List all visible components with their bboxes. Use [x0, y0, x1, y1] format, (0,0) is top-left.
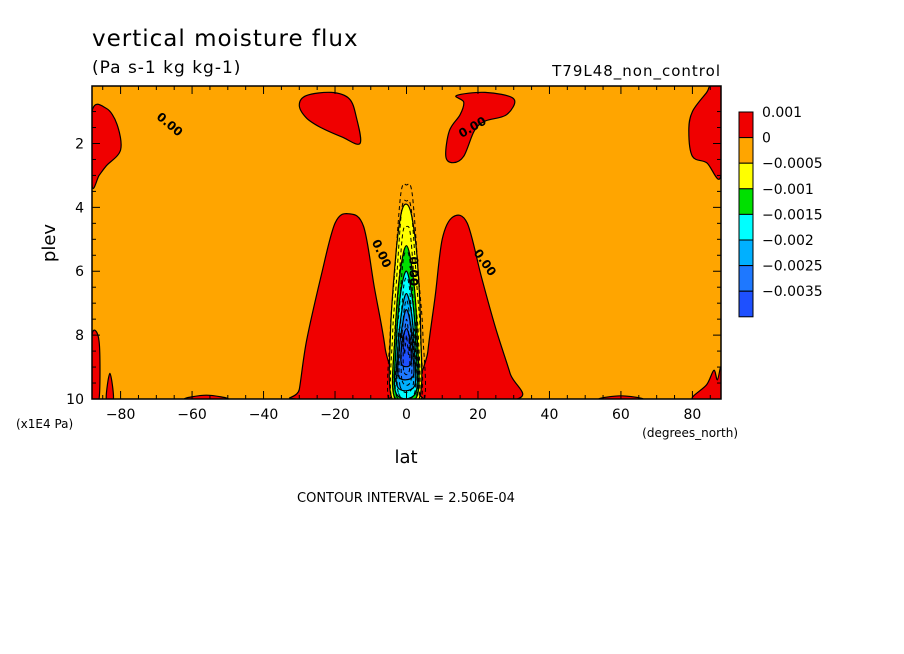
colorbar-swatch-3 — [738, 188, 754, 215]
dashed-contour-5 — [398, 299, 415, 394]
dashed-contour-7 — [402, 334, 411, 376]
dashed-contour-1 — [389, 199, 424, 399]
x-tick-label: 80 — [683, 407, 701, 423]
colorbar-swatch-1 — [738, 137, 754, 164]
run-label: T79L48_non_control — [551, 62, 721, 81]
x-tick-label: 0 — [402, 407, 411, 423]
contour-region-6 — [92, 329, 101, 399]
colorbar-label-6: −0.0025 — [762, 259, 823, 275]
x-axis-ticks: −80 −60 −40 −20 0 20 40 60 80 — [102, 86, 711, 423]
dashed-contour-6 — [400, 318, 413, 386]
colorbar-swatch-6 — [738, 265, 754, 292]
colorbar-label-0: 0.001 — [762, 105, 802, 121]
chart-subtitle: (Pa s-1 kg kg-1) — [92, 58, 241, 78]
y-tick-label: 8 — [75, 328, 84, 344]
colorbar-swatch-0 — [738, 111, 754, 139]
y-tick-label: 10 — [66, 392, 84, 408]
y-axis-units: (x1E4 Pa) — [16, 417, 73, 431]
colorbar-label-5: −0.002 — [762, 233, 814, 249]
colorbar-label-4: −0.0015 — [762, 207, 823, 223]
contour-region-4 — [289, 212, 396, 399]
x-axis-label: lat — [394, 447, 417, 468]
colorbar: 0.001 0 −0.0005 −0.001 −0.0015 −0.002 −0.0025 −… — [738, 105, 823, 318]
colorbar-swatch-2 — [738, 162, 754, 190]
y-tick-label: 4 — [75, 200, 84, 216]
contour-region-3 — [688, 86, 721, 180]
x-tick-label: 20 — [469, 407, 487, 423]
dashed-contour-0 — [387, 183, 426, 399]
dashed-contour-2 — [392, 225, 421, 399]
colorbar-label-7: −0.0035 — [762, 284, 823, 300]
chart-title: vertical moisture flux — [92, 26, 359, 52]
y-axis-label: plev — [39, 224, 60, 263]
dashed-contour-4 — [396, 277, 417, 399]
x-tick-label: −40 — [249, 407, 279, 423]
y-tick-label: 2 — [75, 136, 84, 152]
colorbar-label-2: −0.0005 — [762, 156, 823, 172]
x-tick-label: −20 — [320, 407, 350, 423]
colorbar-swatch-7 — [738, 290, 754, 318]
contour-label-4: 0.00 — [406, 256, 420, 286]
plot-area: 0.00 0.000.00 0.000.00 −80 −60 −40 −20 0 20 40 60… — [66, 85, 722, 423]
contour-region-10 — [691, 366, 721, 399]
y-axis-ticks: 2 4 6 8 10 — [66, 111, 721, 408]
colorbar-swatch-4 — [738, 213, 754, 241]
dashed-contour-3 — [394, 251, 419, 399]
contour-interval: CONTOUR INTERVAL = 2.506E-04 — [297, 491, 515, 506]
contour-region-5 — [417, 214, 524, 399]
colorbar-label-1: 0 — [762, 131, 771, 147]
x-tick-label: −60 — [177, 407, 207, 423]
negative-contour-lines — [387, 183, 426, 399]
x-tick-label: −80 — [106, 407, 136, 423]
x-tick-label: 60 — [612, 407, 630, 423]
x-tick-label: 40 — [541, 407, 559, 423]
x-axis-units: (degrees_north) — [642, 426, 738, 440]
y-tick-label: 6 — [75, 264, 84, 280]
contour-region-7 — [105, 372, 115, 399]
contour-region-1 — [298, 91, 362, 145]
colorbar-label-3: −0.001 — [762, 182, 814, 198]
colorbar-swatch-5 — [738, 239, 754, 267]
contour-region-2 — [445, 91, 516, 164]
